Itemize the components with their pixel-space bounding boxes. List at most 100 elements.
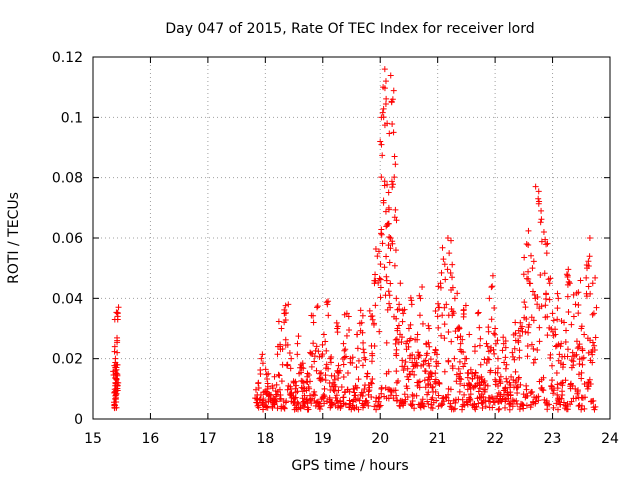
x-axis-label: GPS time / hours [291, 458, 408, 474]
data-point [515, 339, 522, 346]
data-point [287, 383, 294, 390]
data-point [451, 295, 458, 302]
data-point [381, 66, 388, 73]
data-point [564, 353, 571, 360]
data-point [509, 397, 516, 404]
data-point [310, 391, 317, 398]
data-point [307, 378, 314, 385]
data-point [494, 365, 501, 372]
data-point [511, 345, 518, 352]
data-point [365, 382, 372, 389]
data-point [477, 361, 484, 368]
data-point [387, 72, 394, 79]
data-point [502, 337, 509, 344]
data-point [554, 406, 561, 413]
data-point [360, 346, 367, 353]
data-point [538, 303, 545, 310]
data-point [419, 320, 426, 327]
x-tick-label: 15 [84, 431, 102, 447]
data-point [377, 284, 384, 291]
data-point [504, 391, 511, 398]
data-point [506, 406, 513, 413]
data-point [483, 340, 490, 347]
data-point [522, 328, 529, 335]
data-point [441, 304, 448, 311]
data-point [465, 381, 472, 388]
data-point [314, 303, 321, 310]
data-point [499, 347, 506, 354]
data-point [343, 332, 350, 339]
data-point [426, 362, 433, 369]
data-point [514, 401, 521, 408]
data-point [313, 343, 320, 350]
data-point [497, 373, 504, 380]
data-point [387, 245, 394, 252]
data-point [572, 395, 579, 402]
data-point [380, 105, 387, 112]
data-point [515, 376, 522, 383]
data-point [259, 399, 266, 406]
data-point [393, 315, 400, 322]
data-point [255, 380, 262, 387]
data-point [477, 335, 484, 342]
data-point [115, 304, 122, 311]
data-point [334, 323, 341, 330]
y-tick-label: 0.12 [52, 50, 83, 66]
data-point [372, 302, 379, 309]
data-point [319, 341, 326, 348]
data-point [394, 306, 401, 313]
data-point [388, 98, 395, 105]
data-point [585, 258, 592, 265]
data-point [337, 405, 344, 412]
data-point [407, 335, 414, 342]
data-point [326, 380, 333, 387]
data-point [471, 403, 478, 410]
data-point [437, 284, 444, 291]
data-point [305, 371, 312, 378]
data-point [593, 304, 600, 311]
data-point [292, 378, 299, 385]
data-point [313, 367, 320, 374]
data-point [570, 353, 577, 360]
data-point [532, 356, 539, 363]
data-point [572, 385, 579, 392]
data-point [563, 406, 570, 413]
data-point [421, 403, 428, 410]
data-point [355, 406, 362, 413]
data-point [361, 386, 368, 393]
data-point [310, 312, 317, 319]
data-point [298, 377, 305, 384]
data-point [467, 385, 474, 392]
data-point [497, 380, 504, 387]
data-point [492, 369, 499, 376]
data-point [386, 300, 393, 307]
data-point [392, 387, 399, 394]
data-point [323, 347, 330, 354]
data-point [315, 348, 322, 355]
data-point [475, 309, 482, 316]
data-point [324, 398, 331, 405]
data-point [393, 368, 400, 375]
data-point [361, 354, 368, 361]
data-point [328, 359, 335, 366]
data-point [392, 161, 399, 168]
data-point [586, 235, 593, 241]
data-point [340, 340, 347, 347]
data-point [397, 397, 404, 404]
data-point [554, 391, 561, 398]
data-point [381, 122, 388, 129]
data-point [432, 307, 439, 314]
data-point [380, 114, 387, 121]
data-point [550, 404, 557, 411]
data-point [585, 349, 592, 356]
data-point [421, 368, 428, 375]
data-point [537, 219, 544, 226]
data-point [516, 354, 523, 361]
data-point [467, 381, 474, 388]
data-point [301, 392, 308, 399]
data-point [486, 295, 493, 302]
data-point [421, 377, 428, 384]
data-point [284, 386, 291, 393]
data-point [496, 376, 503, 383]
data-point [522, 304, 529, 311]
